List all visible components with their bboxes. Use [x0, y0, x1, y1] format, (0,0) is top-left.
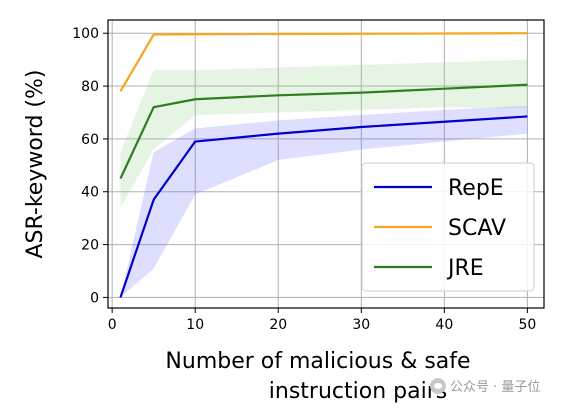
wechat-icon	[430, 377, 446, 394]
x-tick-label: 30	[352, 317, 370, 333]
watermark: 公众号 · 量子位	[430, 376, 540, 395]
plot-frame	[107, 19, 545, 309]
x-axis-title-line-1: Number of malicious & safe	[165, 349, 470, 374]
y-tick-label: 20	[81, 238, 99, 254]
x-tick-label: 10	[186, 317, 204, 333]
y-tick-label: 100	[72, 26, 99, 42]
axis-ticks: 0 10 20 30 40 50 0 20 40 60 80 100	[72, 26, 536, 333]
x-axis-title-line-2: instruction pairs	[269, 379, 447, 404]
y-tick-label: 80	[81, 79, 99, 95]
confidence-bands	[120, 33, 528, 298]
y-axis-title-group: ASR-keyword (%)	[23, 70, 48, 259]
x-tick-label: 40	[435, 317, 453, 333]
y-tick-label: 40	[81, 185, 99, 201]
x-tick-label: 20	[269, 317, 287, 333]
legend-label-scav: SCAV	[448, 216, 506, 241]
line-repe	[119, 115, 528, 298]
legend-label-jre: JRE	[446, 256, 484, 281]
series-lines	[119, 32, 528, 298]
legend-label-repe: RepE	[448, 176, 504, 201]
watermark-text: 公众号 · 量子位	[450, 380, 541, 395]
band-jre	[120, 59, 528, 208]
y-tick-label: 60	[81, 132, 99, 148]
line-jre	[119, 83, 528, 179]
y-axis-title: ASR-keyword (%)	[23, 70, 48, 259]
x-tick-label: 0	[108, 317, 117, 333]
line-scav	[119, 32, 528, 92]
x-tick-label: 50	[518, 317, 536, 333]
legend-box	[361, 162, 535, 292]
legend: RepE SCAV JRE	[361, 162, 535, 292]
band-repe	[120, 105, 528, 298]
y-tick-label: 0	[90, 290, 99, 306]
